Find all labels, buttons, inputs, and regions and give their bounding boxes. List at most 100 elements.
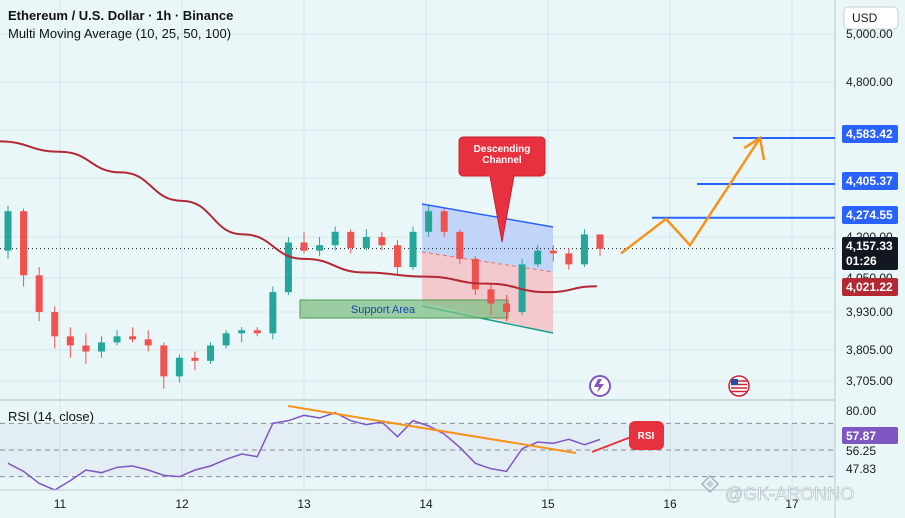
candle-body[interactable] [129,336,137,340]
price-label-0: 4,583.42 [846,127,893,141]
rsi-callout-label: RSI [638,431,655,442]
candle-body[interactable] [565,253,573,265]
candle-body[interactable] [51,312,59,337]
grid [0,0,836,518]
annotations: Descending Channel [458,136,750,397]
price-tick-6: 3,805.00 [846,343,893,357]
candle-body[interactable] [222,333,230,346]
projection-path [620,137,762,255]
time-tick-4: 15 [541,497,555,511]
candle-body[interactable] [175,357,183,377]
price-tick-1: 4,800.00 [846,75,893,89]
candle-body[interactable] [253,330,261,334]
channel-top-line [421,203,554,228]
candle-body[interactable] [362,237,370,248]
candle-body[interactable] [238,330,246,334]
candle-body[interactable] [378,237,386,246]
chart-title: Ethereum / U.S. Dollar · 1h · Binance [8,8,233,23]
rsi-line [7,411,601,491]
candle-body[interactable] [4,211,12,251]
candle-body[interactable] [144,339,152,346]
rsi-callout-pointer [591,436,632,453]
descending-channel-line-0: Descending [474,144,531,155]
candle-body[interactable] [471,258,479,290]
time-tick-5: 16 [663,497,677,511]
replay-icon[interactable] [589,375,611,397]
candle-body[interactable] [20,211,28,276]
candle-body[interactable] [160,345,168,377]
candle-body[interactable] [82,345,90,352]
price-label-box-4 [842,252,898,270]
candle-body[interactable] [269,292,277,334]
price-label-box-0 [842,125,898,143]
rsi-pane[interactable]: RSI [0,405,835,491]
descending-channel-line-1: Channel [482,155,522,166]
candle-body[interactable] [300,242,308,251]
support-area-label: Support Area [351,304,416,316]
time-tick-3: 14 [419,497,433,511]
watermark-logo-icon [700,474,720,494]
indicator-title: Multi Moving Average (10, 25, 50, 100) [8,26,231,41]
candle-body[interactable] [425,211,433,232]
rsi-value-label: 57.87 [846,429,876,443]
candle-body[interactable] [487,289,495,304]
projection [620,136,766,255]
price-label-box-2 [842,206,898,224]
rsi-tick-0: 80.00 [846,404,876,418]
projection-arrowhead [743,136,766,161]
watermark: @GK-ARONNO [725,484,854,504]
candle-body[interactable] [331,231,339,246]
price-label-box-3 [842,237,898,255]
time-tick-1: 12 [175,497,189,511]
price-label-2: 4,274.55 [846,208,893,222]
candle-body[interactable] [66,336,74,346]
price-label-1: 4,405.37 [846,174,893,188]
candle-body[interactable] [191,357,199,361]
candle-body[interactable] [316,245,324,251]
candle-body[interactable] [347,231,355,248]
rsi-value-box [842,427,898,444]
price-label-5: 4,021.22 [846,280,893,294]
price-label-box-1 [842,172,898,190]
rsi-tick-2: 47.83 [846,462,876,476]
watermark-logo-diamond [700,474,720,494]
price-label-box-5 [842,278,898,296]
candle-body[interactable] [549,250,557,254]
rsi-tick-1: 56.25 [846,444,876,458]
candle-body[interactable] [284,242,292,293]
time-tick-2: 13 [297,497,311,511]
moving-average [0,140,597,294]
candle-body[interactable] [409,231,417,268]
candle-body[interactable] [596,234,604,249]
us-flag-canton [731,379,738,385]
candle-body[interactable] [580,234,588,265]
replay-icon-bolt [594,379,604,393]
price-tick-5: 3,930.00 [846,305,893,319]
candle-body[interactable] [393,245,401,268]
candle-body[interactable] [207,345,215,361]
us-flag-icon[interactable] [728,375,750,397]
moving-average-line [0,140,597,294]
price-tick-0: 5,000.00 [846,27,893,41]
channel-mid-line [421,251,554,273]
watermark-logo-core [706,480,714,488]
usd-label: USD [852,11,878,25]
rsi-callout [629,421,664,450]
time-tick-6: 17 [785,497,799,511]
candle-body[interactable] [503,303,511,313]
usd-button[interactable]: USD [843,6,899,30]
candle-body[interactable] [440,211,448,232]
candle-body[interactable] [534,250,542,265]
price-tick-7: 3,705.00 [846,374,893,388]
candle-body[interactable] [456,231,464,259]
descending-channel-callout [458,136,546,243]
price-levels [0,136,835,250]
candle-body[interactable] [35,275,43,312]
channel-upper [422,204,553,272]
candle-body[interactable] [113,336,121,343]
price-label-4: 01:26 [846,254,877,268]
candle-body[interactable] [97,342,105,352]
price-label-3: 4,157.33 [846,239,893,253]
